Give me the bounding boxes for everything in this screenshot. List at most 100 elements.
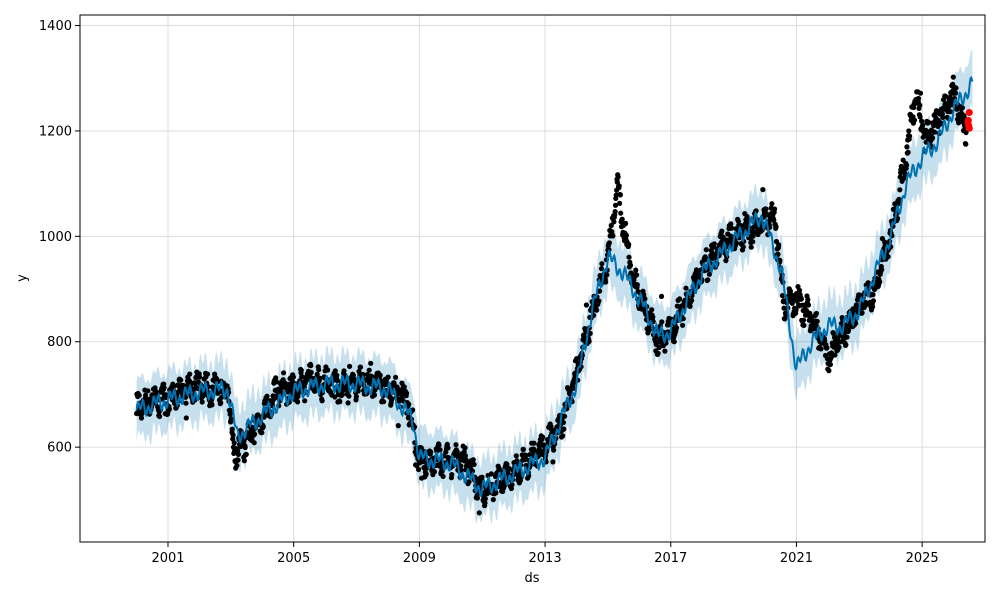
observed-point [187,371,193,377]
observed-point [332,368,338,374]
observed-point [347,363,353,369]
test-points-layer [964,109,973,132]
observed-point [911,117,918,123]
observed-point [474,495,480,501]
observed-point [626,241,632,248]
observed-point [242,444,248,451]
observed-point [677,296,683,302]
observed-point [656,344,662,350]
observed-point [371,392,378,398]
observed-point [594,307,600,313]
observed-point [479,474,485,480]
observed-point [953,85,959,91]
observed-point [844,334,850,340]
observed-point [877,279,883,285]
observed-point [252,431,258,437]
observed-point [705,277,711,283]
observed-point [798,296,805,302]
observed-point [462,453,468,459]
observed-point [436,442,442,448]
observed-point [136,392,142,398]
observed-point [334,378,341,384]
x-tick-label: 2025 [906,551,939,566]
observed-point [490,497,496,503]
observed-point [235,457,241,463]
observed-point [183,415,189,421]
observed-point [729,225,735,231]
x-tick-label: 2009 [403,551,436,566]
x-tick-label: 2013 [529,551,562,566]
observed-point [587,330,593,336]
observed-point [789,300,795,306]
forecast-line [135,75,974,498]
observed-point [345,400,351,406]
observed-point [814,318,820,324]
observed-point [920,122,926,128]
observed-point [917,102,923,108]
observed-point [703,247,709,253]
forecast-line-layer [135,75,974,498]
y-tick-label: 600 [47,441,72,456]
observed-point [627,262,634,268]
observed-point [482,496,488,502]
observed-point [416,466,422,473]
observed-point [520,446,527,453]
plot-frame [79,14,986,543]
observed-point [626,254,632,260]
observed-point [836,344,842,350]
observed-point [634,272,640,278]
observed-point [497,468,503,474]
test-point [964,116,972,124]
observed-point [904,144,910,150]
observed-point [612,202,619,208]
observed-point [801,317,807,323]
observed-point [145,388,151,394]
observed-point [325,367,331,373]
observed-point [917,90,924,96]
observed-point [748,244,754,250]
observed-point [719,228,725,234]
observed-point [897,187,903,193]
observed-point [377,372,383,378]
observed-point [260,423,266,429]
observed-point [948,102,954,108]
uncertainty-band [136,50,973,524]
observed-point [461,449,467,455]
observed-point [683,285,689,291]
observed-point [230,436,236,442]
observed-point [956,120,962,126]
observed-point [919,118,925,124]
observed-point [865,280,871,286]
observed-point [793,307,799,313]
observed-point [437,447,443,453]
observed-point [615,174,621,180]
observed-point [689,297,695,303]
observed-point [779,293,786,299]
observed-point [308,369,314,375]
observed-point [395,423,401,429]
observed-point [827,361,834,368]
observed-point [204,371,211,377]
observed-point [404,390,410,396]
observed-point [931,129,938,135]
observed-point [813,310,820,317]
observed-point [845,327,852,334]
observed-point [339,392,345,398]
observed-point [947,109,953,115]
observed-point [493,490,499,496]
observed-point [385,374,391,380]
observed-point [399,380,405,386]
observed-point [229,426,235,432]
observed-point [423,471,429,477]
observed-point [805,302,812,308]
observed-point [769,201,775,207]
observed-point [617,200,623,206]
observed-point [801,322,807,328]
observed-point [295,399,301,405]
y-axis-ticks: 600 800 1000 1200 1400 [39,19,80,456]
observed-point [161,385,167,391]
observed-point [760,187,766,193]
observed-point [228,416,234,422]
observed-point [916,95,922,102]
